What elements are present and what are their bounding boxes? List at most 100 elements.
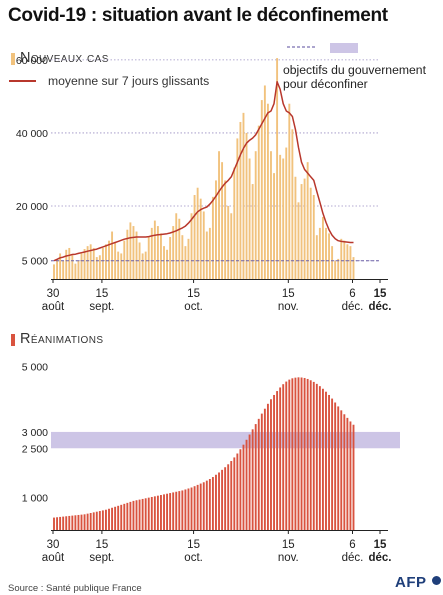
bar xyxy=(236,138,239,279)
bar xyxy=(138,499,141,530)
bar xyxy=(309,187,312,279)
target-annotation-line2: pour déconfiner xyxy=(283,77,368,91)
bar xyxy=(297,377,300,530)
bar xyxy=(181,490,184,530)
target-legend-swatch xyxy=(330,43,358,53)
bar xyxy=(331,246,334,279)
bar xyxy=(352,424,355,530)
bar xyxy=(80,253,83,279)
bar xyxy=(123,503,126,530)
bar xyxy=(211,196,214,279)
bar xyxy=(98,255,101,279)
x-tick-label-month: nov. xyxy=(278,552,299,564)
bar xyxy=(346,417,349,530)
bar xyxy=(132,500,135,530)
bar xyxy=(101,510,104,530)
y-tick-label: 2 500 xyxy=(22,443,48,455)
bar xyxy=(318,227,321,279)
bar xyxy=(156,226,159,279)
bar xyxy=(187,238,190,279)
bar xyxy=(233,457,236,530)
bar xyxy=(270,151,272,279)
bar xyxy=(160,495,162,530)
bar xyxy=(172,492,175,530)
bar xyxy=(62,516,65,530)
bar xyxy=(260,100,263,279)
x-tick-label-month: déc. xyxy=(368,301,391,313)
bar xyxy=(233,167,236,279)
bar xyxy=(108,508,110,530)
bar xyxy=(282,384,285,530)
bar xyxy=(263,408,266,530)
bar xyxy=(276,58,279,280)
chart-title: Covid-19 : situation avant le déconfinem… xyxy=(8,5,388,26)
target-annotation-line1: objectifs du gouvernement xyxy=(283,63,426,77)
x-tick-label-month: août xyxy=(42,552,65,564)
bar xyxy=(117,505,120,530)
bar xyxy=(279,154,282,279)
bar xyxy=(328,233,330,279)
bar xyxy=(224,467,227,530)
bar xyxy=(297,202,300,279)
bar xyxy=(321,388,324,530)
bar xyxy=(175,213,178,279)
bar xyxy=(340,410,343,530)
bar xyxy=(306,378,309,530)
bar xyxy=(68,247,71,279)
bar xyxy=(71,515,74,530)
bar xyxy=(325,227,327,279)
bar xyxy=(92,512,95,530)
bar xyxy=(86,513,89,530)
bar xyxy=(166,249,169,279)
bar xyxy=(199,198,202,279)
rea-legend-swatch xyxy=(11,334,15,346)
bar xyxy=(172,226,175,279)
cases-legend-swatch xyxy=(11,53,15,65)
x-tick-label: 15 xyxy=(95,288,108,300)
bar xyxy=(62,260,65,279)
bar xyxy=(248,158,251,279)
bar xyxy=(208,227,211,279)
bar xyxy=(199,483,202,530)
bar xyxy=(211,477,214,530)
bar xyxy=(224,180,227,279)
bar xyxy=(74,263,77,279)
bar xyxy=(291,129,294,279)
bar xyxy=(337,258,340,279)
afp-logo: AFP xyxy=(395,574,427,591)
bar xyxy=(53,517,55,530)
bar xyxy=(306,162,309,279)
bar xyxy=(153,496,156,530)
bar xyxy=(95,257,98,279)
x-tick-label-month: déc. xyxy=(342,301,364,313)
y-tick-label: 3 000 xyxy=(22,427,48,439)
bar xyxy=(71,255,74,279)
bar xyxy=(315,383,318,530)
x-tick-label-month: déc. xyxy=(368,552,391,564)
bar xyxy=(312,195,315,279)
bar xyxy=(242,444,245,530)
bar xyxy=(129,501,132,530)
bar xyxy=(150,227,153,279)
bar xyxy=(331,398,334,530)
bar xyxy=(245,439,248,530)
bar xyxy=(202,211,205,279)
target-annotation: objectifs du gouvernement pour déconfine… xyxy=(283,63,426,91)
x-tick-label: 6 xyxy=(349,539,355,551)
bar xyxy=(215,180,217,279)
bar xyxy=(239,121,242,279)
bar xyxy=(123,240,126,279)
target-band xyxy=(51,431,400,449)
bar xyxy=(74,515,77,530)
x-tick-label: 15 xyxy=(374,539,387,551)
bar xyxy=(285,381,288,530)
bar xyxy=(120,504,123,530)
bar xyxy=(141,253,144,279)
bar xyxy=(117,251,120,279)
bar xyxy=(95,511,98,530)
bar xyxy=(318,386,321,530)
bar xyxy=(83,514,86,530)
source-note: Source : Santé publique France xyxy=(8,583,142,594)
bar xyxy=(276,391,279,530)
